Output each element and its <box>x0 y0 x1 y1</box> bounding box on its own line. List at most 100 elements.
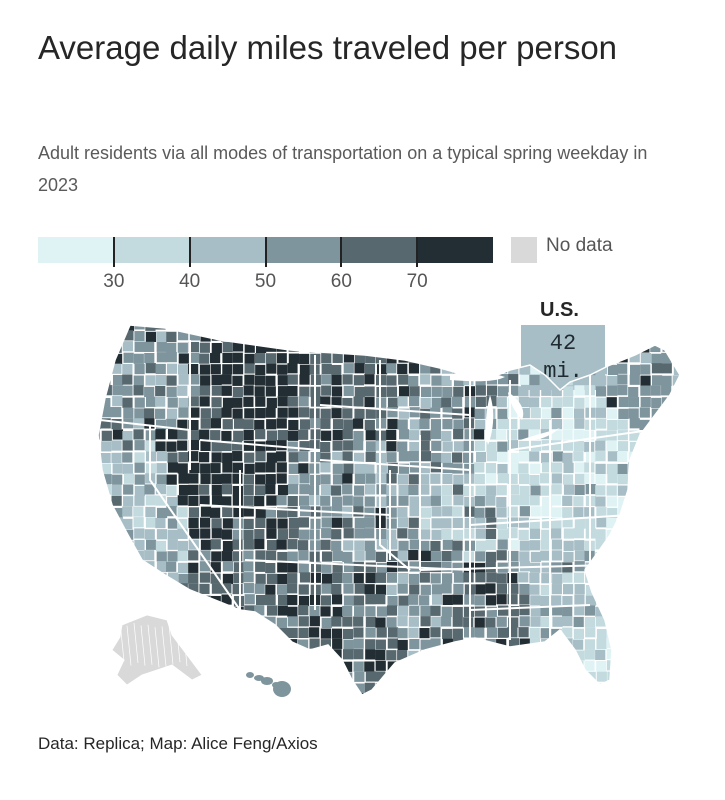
county-cell <box>541 342 552 353</box>
county-cell <box>551 364 563 376</box>
county-cell <box>672 573 680 585</box>
county-cell <box>452 683 463 694</box>
county-cell <box>475 572 486 583</box>
county-cell <box>210 507 221 518</box>
county-cell <box>496 650 508 661</box>
county-cell <box>397 639 408 651</box>
county-cell <box>145 451 157 462</box>
county-cell <box>661 584 672 596</box>
county-cell <box>200 463 211 474</box>
county-cell <box>144 682 156 694</box>
county-cell <box>265 638 277 649</box>
county-cell <box>332 572 343 584</box>
county-cell <box>398 540 409 551</box>
county-cell <box>420 550 431 562</box>
county-cell <box>98 441 100 452</box>
county-cell <box>123 330 134 341</box>
county-cell <box>430 627 441 638</box>
county-cell <box>409 441 420 453</box>
county-cell <box>474 440 485 451</box>
county-cell <box>410 706 420 710</box>
county-cell <box>463 694 474 695</box>
county-cell <box>409 693 420 695</box>
county-cell <box>354 452 365 463</box>
county-cell <box>343 363 354 374</box>
county-cell <box>486 627 498 638</box>
county-cell <box>573 496 584 507</box>
county-cell <box>287 325 298 330</box>
county-cell <box>574 397 585 408</box>
county-cell <box>342 616 353 627</box>
county-cell <box>595 330 606 341</box>
county-cell <box>98 605 101 616</box>
county-cell <box>530 551 542 563</box>
county-cell <box>441 485 453 496</box>
county-cell <box>266 419 277 430</box>
county-cell <box>210 539 221 550</box>
legend-tick-label: 50 <box>254 271 277 292</box>
county-cell <box>408 325 419 331</box>
county-cell <box>298 396 309 407</box>
county-cell <box>233 650 245 662</box>
county-cell <box>321 331 332 342</box>
county-cell <box>552 616 563 627</box>
county-cell <box>364 540 375 551</box>
county-cell <box>123 352 134 363</box>
county-cell <box>145 363 156 374</box>
county-cell <box>573 451 584 462</box>
county-cell <box>595 440 606 451</box>
alaska-boundary <box>161 626 167 667</box>
county-cell <box>122 704 132 710</box>
county-cell <box>672 452 680 463</box>
county-cell <box>673 562 680 573</box>
county-cell <box>222 606 234 618</box>
county-cell <box>342 551 353 563</box>
county-cell <box>430 561 442 573</box>
county-cell <box>167 551 178 562</box>
county-cell <box>442 650 453 661</box>
county-cell <box>673 473 680 484</box>
county-cell <box>342 342 353 353</box>
county-cell <box>364 496 375 507</box>
county-cell <box>343 595 355 606</box>
county-cell <box>386 429 397 440</box>
county-cell <box>541 462 553 473</box>
county-cell <box>144 386 155 398</box>
county-cell <box>398 605 409 616</box>
county-cell <box>529 518 540 529</box>
county-cell <box>266 363 277 374</box>
county-cell <box>211 694 222 695</box>
county-cell <box>420 363 431 374</box>
county-cell <box>288 419 299 431</box>
county-cell <box>277 562 288 573</box>
state-boundary <box>469 604 591 611</box>
county-cell <box>365 639 376 650</box>
county-cell <box>475 325 486 331</box>
county-cell <box>408 682 419 693</box>
county-cell <box>408 474 419 485</box>
county-cell <box>562 627 573 638</box>
county-cell <box>486 572 497 583</box>
county-cell <box>232 375 243 386</box>
county-cell <box>430 419 442 430</box>
county-cell <box>474 617 485 628</box>
county-cell <box>376 539 387 550</box>
county-cell <box>453 671 464 682</box>
county-cell <box>386 693 398 695</box>
county-cell <box>398 595 409 606</box>
county-cell <box>232 451 243 462</box>
county-cell <box>375 430 387 441</box>
county-cell <box>431 661 442 672</box>
county-cell <box>353 430 364 442</box>
county-cell <box>299 374 310 385</box>
county-cell <box>508 693 519 695</box>
county-cell <box>332 682 344 693</box>
county-cell <box>155 672 167 683</box>
county-cell <box>156 595 167 606</box>
county-cell <box>431 584 443 595</box>
county-cell <box>474 341 485 352</box>
county-cell <box>342 451 353 462</box>
county-cell <box>430 330 441 341</box>
county-cell <box>617 672 629 683</box>
county-cell <box>243 638 254 649</box>
